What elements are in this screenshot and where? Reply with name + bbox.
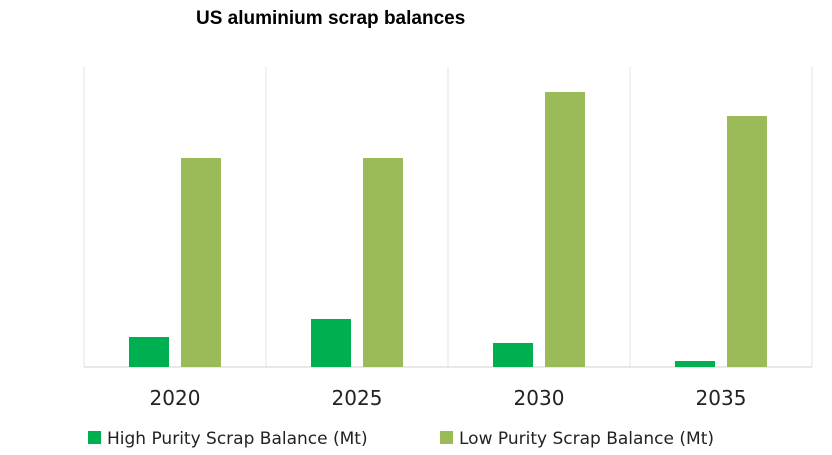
legend-label: High Purity Scrap Balance (Mt) — [107, 429, 368, 449]
legend-label: Low Purity Scrap Balance (Mt) — [459, 429, 714, 449]
bar-low-purity-2020 — [181, 158, 221, 367]
bar-high-purity-2035 — [675, 361, 715, 367]
legend-swatch — [88, 431, 101, 444]
x-tick-label: 2030 — [514, 386, 565, 410]
bar-high-purity-2030 — [493, 343, 533, 367]
bar-low-purity-2030 — [545, 92, 585, 367]
bar-high-purity-2025 — [311, 319, 351, 367]
x-tick-label: 2025 — [332, 386, 383, 410]
bar-low-purity-2025 — [363, 158, 403, 367]
bar-high-purity-2020 — [129, 337, 169, 367]
bar-low-purity-2035 — [727, 116, 767, 367]
chart-title: US aluminium scrap balances — [196, 8, 465, 29]
x-tick-label: 2035 — [696, 386, 747, 410]
legend-swatch — [440, 431, 453, 444]
x-tick-label: 2020 — [150, 386, 201, 410]
